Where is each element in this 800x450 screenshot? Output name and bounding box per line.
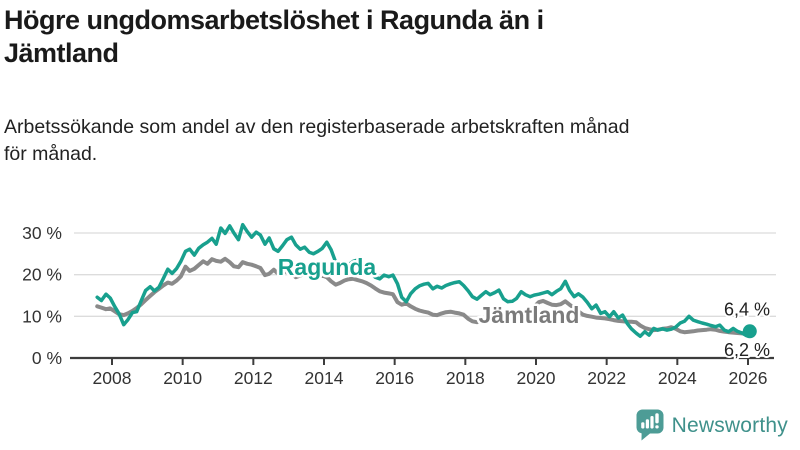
series-end-dot-ragunda: [742, 324, 757, 339]
bar-3: [650, 416, 654, 429]
bar-1: [640, 422, 645, 429]
newsworthy-logo[interactable]: Newsworthy: [636, 409, 788, 442]
x-axis-tick-label: 2026: [729, 368, 768, 388]
series-line-jamtland: [95, 256, 749, 336]
newsworthy-bubble-chart-icon: [636, 409, 664, 441]
subtitle-line-2: för månad.: [4, 142, 98, 165]
title-line-2: Jämtland: [4, 38, 119, 69]
x-axis-tick-label: 2016: [375, 368, 414, 388]
end-value-label-ragunda: 6,4 %: [724, 299, 770, 319]
x-axis-tick-label: 2022: [587, 368, 626, 388]
x-axis-tick-label: 2020: [517, 368, 556, 388]
series-label-jamtland: Jämtland: [479, 302, 580, 328]
series-line-ragunda: [95, 222, 752, 339]
chart-subtitle: Arbetssökande som andel av den registerb…: [4, 114, 794, 168]
exclamation-stem: [654, 413, 659, 424]
y-axis-tick-label: 10 %: [22, 306, 62, 326]
x-axis-tick-label: 2008: [93, 368, 132, 388]
x-axis-tick-label: 2024: [658, 368, 697, 388]
x-axis-tick-label: 2018: [446, 368, 485, 388]
end-value-label-jamtland: 6,2 %: [724, 340, 770, 360]
x-axis-tick-label: 2010: [163, 368, 202, 388]
bar-2: [645, 419, 649, 429]
speech-bubble-shape: [636, 409, 664, 441]
x-axis-tick-label: 2012: [234, 368, 273, 388]
series-label-ragunda: Ragunda: [278, 254, 377, 280]
newsworthy-wordmark: Newsworthy: [671, 413, 788, 437]
x-axis-tick-label: 2014: [305, 368, 344, 388]
subtitle-line-1: Arbetssökande som andel av den registerb…: [4, 116, 630, 138]
exclamation-dot: [654, 425, 659, 429]
title-line-1: Högre ungdomsarbetslöshet i Ragunda än i: [4, 5, 544, 35]
page-title: Högre ungdomsarbetslöshet i Ragunda än i…: [4, 4, 764, 70]
y-axis-tick-label: 0 %: [32, 348, 62, 368]
line-chart: 0 % 10 % 20 % 30 % 2008 2010 2012 2014 2016 2018 2…: [22, 222, 776, 388]
y-axis-tick-label: 30 %: [22, 223, 62, 243]
y-axis-tick-label: 20 %: [22, 265, 62, 285]
